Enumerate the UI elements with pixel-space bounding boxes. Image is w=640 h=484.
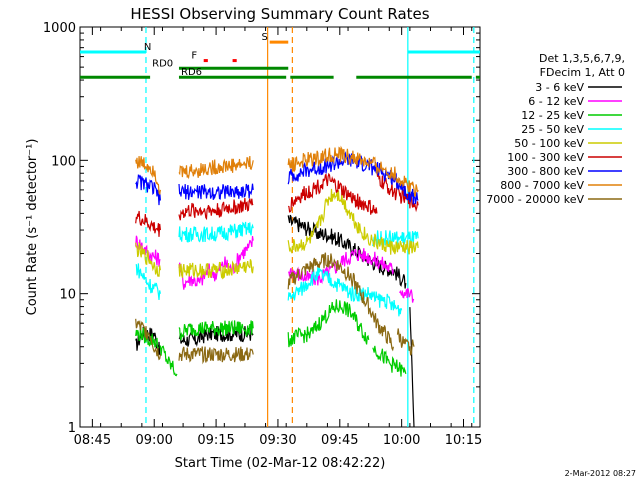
series-line-50-100-kev xyxy=(135,241,161,277)
series-line-25-50-kev xyxy=(135,263,161,300)
series-line-7000-20000-kev xyxy=(135,318,161,361)
series-line-25-50-kev xyxy=(287,267,403,317)
legend-header: Det 1,3,5,6,7,9, xyxy=(539,52,625,65)
series-line-100-300-kev xyxy=(287,172,378,215)
series-line-7000-20000-kev xyxy=(396,328,415,356)
series-line-50-100-kev xyxy=(287,188,419,255)
series-line-50-100-kev xyxy=(178,259,254,280)
series-line-7000-20000-kev xyxy=(178,346,254,365)
state-label-s: S xyxy=(261,32,267,43)
x-tick-label: 10:15 xyxy=(445,433,482,448)
series-line-100-300-kev xyxy=(135,210,161,237)
x-tick-label: 09:45 xyxy=(321,433,358,448)
series-line-6-12-kev xyxy=(178,236,254,290)
x-tick-label: 08:45 xyxy=(74,433,111,448)
x-axis-label: Start Time (02-Mar-12 08:42:22) xyxy=(175,456,386,471)
series-line-6-12-kev xyxy=(288,248,394,286)
series-line-800-7000-kev xyxy=(287,145,419,197)
x-tick-label: 09:00 xyxy=(135,433,172,448)
legend-label-800-7000-kev: 800 - 7000 keV xyxy=(500,179,584,192)
state-label-n: N xyxy=(144,42,151,53)
series-line-3-6-kev xyxy=(409,307,415,428)
legend-label-25-50-kev: 25 - 50 keV xyxy=(521,123,584,136)
series-line-100-300-kev xyxy=(178,198,254,221)
series-line-12-25-kev xyxy=(178,319,254,341)
series-line-12-25-kev xyxy=(287,299,370,348)
legend-label-100-300-kev: 100 - 300 keV xyxy=(507,151,584,164)
y-tick-label: 1000 xyxy=(43,21,76,36)
series-line-12-25-kev xyxy=(159,345,178,377)
state-label-rd6: RD6 xyxy=(181,67,202,78)
series-line-6-12-kev xyxy=(399,288,415,303)
series-line-800-7000-kev xyxy=(135,156,161,195)
chart-title: HESSI Observing Summary Count Rates xyxy=(130,5,429,23)
series-line-800-7000-kev xyxy=(178,155,254,180)
y-tick-label: 10 xyxy=(59,288,76,303)
legend-label-7000-20000-kev: 7000 - 20000 keV xyxy=(486,193,584,206)
series-line-7000-20000-kev xyxy=(287,252,394,352)
series-line-12-25-kev xyxy=(135,326,159,351)
legend-label-12-25-kev: 12 - 25 keV xyxy=(521,109,584,122)
legend-label-3-6-kev: 3 - 6 keV xyxy=(535,81,584,94)
series-line-300-800-kev xyxy=(178,183,254,200)
series-line-300-800-kev xyxy=(135,174,161,206)
plot-frame xyxy=(79,26,481,428)
x-tick-label: 09:15 xyxy=(197,433,234,448)
legend-header: FDecim 1, Att 0 xyxy=(540,66,625,79)
x-tick-label: 09:30 xyxy=(259,433,296,448)
state-label-rd0: RD0 xyxy=(152,58,173,69)
legend-label-300-800-kev: 300 - 800 keV xyxy=(507,165,584,178)
footer-date: 2-Mar-2012 08:27 xyxy=(565,469,636,478)
y-tick-label: 1 xyxy=(68,421,76,436)
y-axis-label: Count Rate (s⁻¹ detector⁻¹) xyxy=(25,139,40,316)
legend-label-6-12-kev: 6 - 12 keV xyxy=(528,95,584,108)
legend-label-50-100-kev: 50 - 100 keV xyxy=(514,137,584,150)
x-tick-label: 10:00 xyxy=(383,433,420,448)
y-tick-label: 100 xyxy=(51,154,76,169)
series-line-6-12-kev xyxy=(135,235,161,267)
series-line-25-50-kev xyxy=(178,221,254,243)
series-line-12-25-kev xyxy=(372,345,407,377)
state-label-f: F xyxy=(191,51,197,62)
